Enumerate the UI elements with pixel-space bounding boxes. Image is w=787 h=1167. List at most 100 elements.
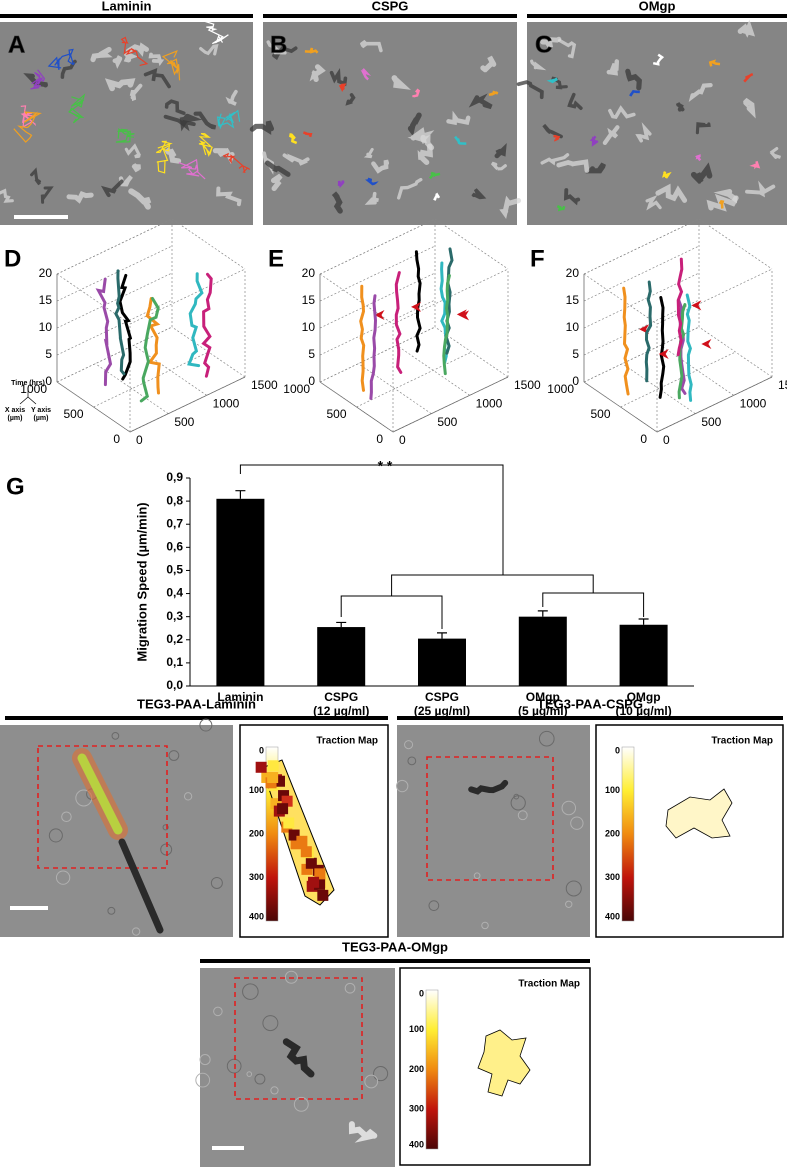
cell	[551, 76, 568, 90]
header-bar	[527, 14, 787, 18]
cell	[40, 186, 54, 204]
heat-cell	[290, 838, 302, 850]
z-tick-label: 20	[39, 266, 53, 280]
debris	[183, 792, 193, 801]
roi-box	[234, 977, 363, 1100]
micrograph	[397, 725, 590, 937]
cell	[266, 40, 287, 55]
trajectory	[118, 273, 133, 381]
cell-trace	[652, 53, 665, 66]
cell	[690, 162, 713, 185]
arrowhead	[691, 300, 702, 311]
trajectory	[369, 294, 378, 400]
y-tick-label: 1500	[778, 378, 787, 392]
debris	[396, 779, 409, 793]
cell	[100, 179, 124, 198]
cell	[499, 195, 522, 220]
cell	[345, 93, 356, 106]
cell	[66, 190, 94, 204]
debris	[226, 1058, 242, 1074]
cell-trace	[198, 133, 214, 157]
debris	[210, 876, 223, 889]
y-tick-label: 0,9	[166, 470, 183, 484]
grid-line	[319, 218, 436, 275]
y-tick-label: 500	[437, 415, 457, 429]
debris	[254, 1073, 266, 1085]
grid-line	[583, 299, 700, 356]
map-title: Traction Map	[711, 736, 773, 747]
cell-trace	[429, 171, 441, 180]
grid-line	[319, 381, 394, 433]
cell	[143, 68, 171, 89]
trajectory	[685, 293, 693, 402]
map-title: Traction Map	[316, 736, 378, 747]
grid-line	[56, 272, 173, 329]
significance-bracket	[340, 595, 443, 629]
trajectory	[145, 297, 161, 395]
heat-cell	[267, 772, 279, 784]
cell	[695, 122, 711, 135]
cell	[645, 194, 662, 211]
cell-trace	[13, 111, 42, 143]
cell	[148, 52, 165, 67]
bar	[619, 624, 668, 686]
colorbar-tick-label: 100	[409, 1024, 424, 1034]
y-tick-label: 500	[174, 415, 194, 429]
grid-line	[620, 351, 736, 408]
cell	[199, 44, 219, 56]
debris	[168, 750, 180, 761]
trajectory	[658, 296, 666, 399]
grid-line	[356, 351, 472, 408]
significance-bracket	[391, 574, 594, 596]
scale-bar	[14, 215, 68, 219]
error-bar	[537, 610, 548, 617]
y-tick-label: 0,6	[166, 540, 183, 554]
grid-line	[583, 245, 700, 302]
panel-letter: B	[270, 31, 287, 58]
scale-bar	[212, 1146, 244, 1150]
y-axis-title: Migration Speed (µm/min)	[134, 502, 149, 661]
debris	[364, 1074, 379, 1089]
cell	[602, 125, 620, 146]
cell	[164, 99, 186, 115]
trajectory	[394, 271, 403, 374]
cell	[468, 93, 493, 110]
roi-box	[37, 745, 168, 869]
x-tick-label: 500	[590, 407, 610, 421]
x-tick-label: 0	[376, 432, 383, 446]
debris	[565, 900, 573, 908]
arrowhead	[658, 349, 669, 360]
y-tick-label: 1000	[476, 397, 503, 411]
cell	[688, 82, 713, 103]
grid-line	[396, 345, 470, 396]
cell	[417, 143, 433, 166]
column-header: CSPG	[372, 0, 409, 13]
cell-trace	[161, 50, 181, 81]
colorbar-tick-label: 400	[249, 911, 264, 921]
section-header: TEG3-PAA-OMgp	[342, 939, 448, 954]
cell	[216, 186, 242, 207]
y-tick-label: 0,0	[166, 678, 183, 692]
cell	[480, 55, 497, 73]
cell	[471, 188, 487, 200]
cell-trace	[120, 36, 149, 66]
colorbar-tick-label: 400	[605, 911, 620, 921]
z-tick-label: 5	[308, 347, 315, 361]
trajectory	[414, 250, 422, 353]
box-edge	[434, 218, 509, 270]
y-tick-label: 500	[701, 415, 721, 429]
debris	[538, 730, 555, 747]
cell-trace	[222, 152, 251, 173]
cell	[60, 59, 77, 79]
cell-trace	[178, 158, 206, 180]
debris	[48, 828, 63, 843]
cell-trace	[30, 69, 46, 90]
box-edge	[583, 273, 658, 325]
trajectory	[442, 274, 451, 376]
cell-trace	[433, 192, 441, 201]
cell	[606, 59, 620, 76]
debris	[199, 1054, 211, 1066]
grid-line	[56, 245, 173, 302]
legend-axis	[27, 396, 37, 405]
debris	[373, 1066, 389, 1082]
